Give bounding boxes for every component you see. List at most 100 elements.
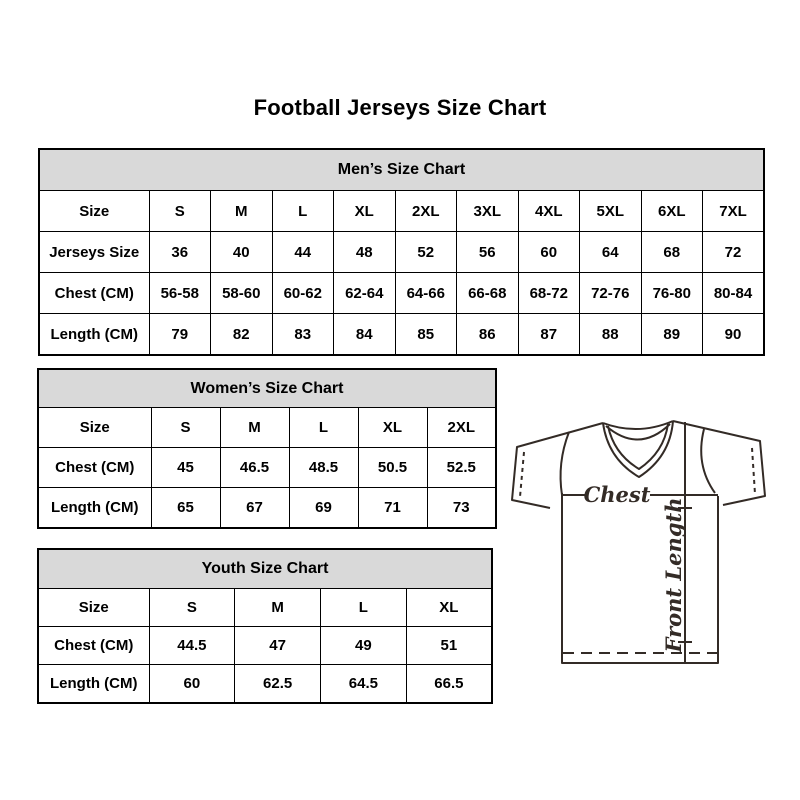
- table-cell: 4XL: [517, 190, 580, 232]
- table-cell: 67: [219, 487, 290, 529]
- table-cell: 51: [405, 626, 493, 665]
- table-cell: S: [148, 588, 236, 627]
- table-cell: 60: [517, 231, 580, 273]
- table-row: Length (CM) 79 82 83 84 85 86 87 88 89 90: [38, 313, 765, 356]
- jersey-collar-v-outer-curve: [602, 420, 674, 478]
- womens-table-title: Women’s Size Chart: [37, 368, 497, 408]
- table-cell: M: [219, 407, 290, 448]
- table-cell: 87: [517, 313, 580, 356]
- table-cell: 52: [394, 231, 457, 273]
- table-cell: 68-72: [517, 272, 580, 314]
- table-row: Chest (CM) 56-58 58-60 60-62 62-64 64-66 66-68…: [38, 272, 765, 314]
- row-label: Length (CM): [38, 313, 150, 356]
- table-cell: 60-62: [271, 272, 334, 314]
- table-cell: 62-64: [333, 272, 396, 314]
- table-cell: 52.5: [426, 447, 497, 488]
- table-cell: XL: [405, 588, 493, 627]
- table-title-row: Youth Size Chart: [37, 548, 493, 589]
- mens-size-chart-table: Men’s Size Chart Size S M L XL 2XL 3XL 4XL 5XL 6X…: [38, 148, 765, 356]
- jersey-right-cuff-dashed-line: [751, 447, 756, 495]
- table-cell: 64-66: [394, 272, 457, 314]
- table-cell: 3XL: [456, 190, 519, 232]
- table-cell: 62.5: [234, 664, 321, 704]
- table-cell: 6XL: [640, 190, 703, 232]
- table-row: Chest (CM) 44.5 47 49 51: [37, 626, 493, 665]
- table-cell: XL: [357, 407, 428, 448]
- table-cell: 89: [640, 313, 703, 356]
- table-cell: 56: [456, 231, 519, 273]
- table-cell: M: [210, 190, 273, 232]
- jersey-collar-back-top-curve: [602, 420, 674, 431]
- table-cell: 69: [288, 487, 359, 529]
- table-cell: 48.5: [288, 447, 359, 488]
- youth-size-chart-table: Youth Size Chart Size S M L XL Chest (CM) 44.5…: [37, 548, 493, 704]
- row-label: Size: [37, 407, 152, 448]
- table-cell: 60: [148, 664, 236, 704]
- table-cell: 65: [150, 487, 221, 529]
- table-cell: L: [320, 588, 407, 627]
- table-cell: M: [234, 588, 321, 627]
- table-cell: 5XL: [579, 190, 642, 232]
- jersey-measurement-diagram: Chest Front Length: [511, 420, 766, 664]
- table-cell: 86: [456, 313, 519, 356]
- table-cell: 84: [333, 313, 396, 356]
- table-cell: 85: [394, 313, 457, 356]
- table-cell: XL: [333, 190, 396, 232]
- table-cell: 44.5: [148, 626, 236, 665]
- row-label: Chest (CM): [37, 447, 152, 488]
- row-label: Size: [38, 190, 150, 232]
- table-cell: 44: [271, 231, 334, 273]
- table-cell: 90: [702, 313, 765, 356]
- row-label: Length (CM): [37, 487, 152, 529]
- jersey-collar-back-lower-curve: [605, 423, 671, 441]
- table-cell: 46.5: [219, 447, 290, 488]
- womens-size-chart-table: Women’s Size Chart Size S M L XL 2XL Chest (CM…: [37, 368, 497, 529]
- table-cell: 64.5: [320, 664, 407, 704]
- table-cell: 64: [579, 231, 642, 273]
- table-cell: 2XL: [426, 407, 497, 448]
- row-label: Size: [37, 588, 150, 627]
- jersey-right-sleeve-outline: [672, 420, 766, 506]
- table-cell: L: [288, 407, 359, 448]
- table-cell: L: [271, 190, 334, 232]
- front-length-label: Front Length: [661, 498, 686, 654]
- page-title: Football Jerseys Size Chart: [253, 95, 547, 120]
- youth-table-title: Youth Size Chart: [37, 548, 493, 589]
- table-cell: 72: [702, 231, 765, 273]
- table-title-row: Women’s Size Chart: [37, 368, 497, 408]
- mens-table-title: Men’s Size Chart: [38, 148, 765, 191]
- jersey-left-cuff-dashed-line: [519, 451, 525, 498]
- table-cell: S: [148, 190, 211, 232]
- table-cell: 88: [579, 313, 642, 356]
- row-label: Chest (CM): [37, 626, 150, 665]
- table-cell: 47: [234, 626, 321, 665]
- table-cell: 71: [357, 487, 428, 529]
- jersey-collar-v-inner-curve: [607, 423, 669, 470]
- table-cell: 40: [210, 231, 273, 273]
- table-cell: 68: [640, 231, 703, 273]
- jersey-right-armhole-curve: [700, 428, 716, 494]
- table-row: Size S M L XL 2XL: [37, 407, 497, 448]
- table-cell: 82: [210, 313, 273, 356]
- table-cell: 58-60: [210, 272, 273, 314]
- table-cell: 83: [271, 313, 334, 356]
- jersey-left-sleeve-outline: [511, 422, 604, 509]
- table-cell: S: [150, 407, 221, 448]
- chest-label: Chest: [584, 482, 651, 507]
- table-cell: 2XL: [394, 190, 457, 232]
- table-cell: 50.5: [357, 447, 428, 488]
- table-cell: 79: [148, 313, 211, 356]
- table-cell: 73: [426, 487, 497, 529]
- table-cell: 66.5: [405, 664, 493, 704]
- jersey-torso-outline: [561, 493, 719, 664]
- table-cell: 36: [148, 231, 211, 273]
- table-cell: 49: [320, 626, 407, 665]
- jersey-left-armhole-curve: [559, 431, 570, 496]
- table-cell: 80-84: [702, 272, 765, 314]
- table-row: Chest (CM) 45 46.5 48.5 50.5 52.5: [37, 447, 497, 488]
- table-cell: 45: [150, 447, 221, 488]
- table-cell: 48: [333, 231, 396, 273]
- table-cell: 56-58: [148, 272, 211, 314]
- table-cell: 66-68: [456, 272, 519, 314]
